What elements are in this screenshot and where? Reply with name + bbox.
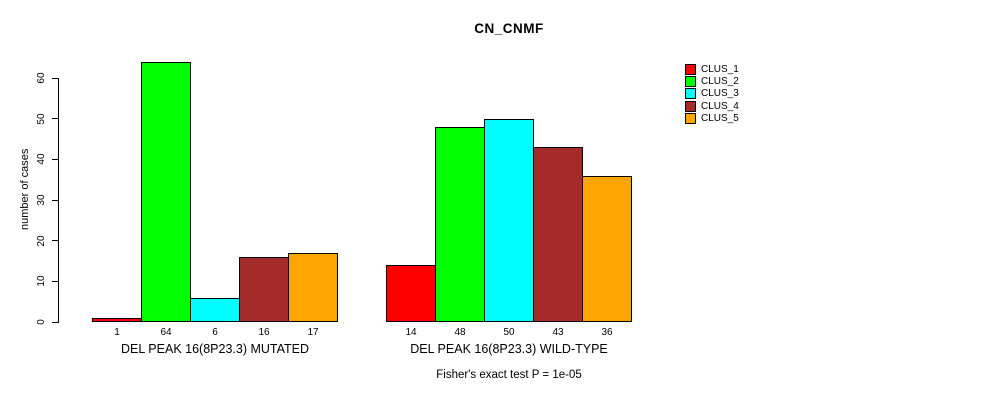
y-tick-50 — [52, 118, 58, 120]
legend-label-CLUS_2: CLUS_2 — [701, 76, 739, 88]
y-tick-10 — [52, 280, 58, 282]
bar-group0-CLUS_3 — [190, 298, 240, 322]
y-tick-label-50: 50 — [36, 113, 47, 125]
y-tick-label-10: 10 — [36, 275, 47, 287]
y-tick-30 — [52, 199, 58, 201]
caption-fishers-test: Fisher's exact test P = 1e-05 — [436, 369, 582, 381]
bar-value-group0-CLUS_1: 1 — [114, 327, 120, 338]
legend-item-CLUS_3: CLUS_3 — [685, 88, 739, 100]
legend-swatch-CLUS_5 — [685, 113, 696, 125]
y-tick-label-20: 20 — [36, 235, 47, 247]
y-tick-40 — [52, 158, 58, 160]
bar-value-group0-CLUS_5: 17 — [307, 327, 319, 338]
bar-group0-CLUS_2 — [141, 62, 191, 322]
bar-group1-CLUS_5 — [582, 176, 632, 322]
bar-value-group0-CLUS_4: 16 — [258, 327, 270, 338]
legend-label-CLUS_5: CLUS_5 — [701, 113, 739, 125]
chart-title: CN_CNMF — [474, 21, 544, 36]
bar-group0-CLUS_1 — [92, 318, 142, 322]
bar-group1-CLUS_1 — [386, 265, 436, 322]
bar-group1-CLUS_2 — [435, 127, 485, 322]
y-tick-label-30: 30 — [36, 194, 47, 206]
legend-label-CLUS_3: CLUS_3 — [701, 88, 739, 100]
group-label-mutated: DEL PEAK 16(8P23.3) MUTATED — [120, 342, 310, 356]
bar-group1-CLUS_3 — [484, 119, 534, 322]
legend: CLUS_1 CLUS_2 CLUS_3 CLUS_4 CLUS_5 — [685, 63, 739, 125]
legend-swatch-CLUS_2 — [685, 76, 696, 88]
legend-item-CLUS_1: CLUS_1 — [685, 63, 739, 75]
legend-swatch-CLUS_1 — [685, 63, 696, 75]
bar-group0-CLUS_5 — [288, 253, 338, 322]
bar-group1-CLUS_4 — [533, 147, 583, 322]
bar-value-group0-CLUS_2: 64 — [160, 327, 172, 338]
bar-value-group1-CLUS_1: 14 — [405, 327, 417, 338]
bar-value-group1-CLUS_2: 48 — [454, 327, 466, 338]
y-tick-0 — [52, 321, 58, 323]
bar-value-group0-CLUS_3: 6 — [212, 327, 218, 338]
y-axis-title: number of cases — [19, 148, 31, 230]
legend-swatch-CLUS_4 — [685, 100, 696, 112]
group-label-wild-type: DEL PEAK 16(8P23.3) WILD-TYPE — [410, 342, 608, 356]
bar-value-group1-CLUS_3: 50 — [503, 327, 515, 338]
bar-value-group1-CLUS_4: 43 — [552, 327, 564, 338]
y-tick-20 — [52, 240, 58, 242]
y-tick-label-40: 40 — [36, 153, 47, 165]
legend-label-CLUS_4: CLUS_4 — [701, 100, 739, 112]
y-axis-line — [58, 78, 59, 323]
bar-group0-CLUS_4 — [239, 257, 289, 322]
legend-item-CLUS_5: CLUS_5 — [685, 113, 739, 125]
y-tick-60 — [52, 77, 58, 79]
legend-swatch-CLUS_3 — [685, 88, 696, 100]
y-tick-label-60: 60 — [36, 72, 47, 84]
legend-item-CLUS_2: CLUS_2 — [685, 75, 739, 88]
bar-value-group1-CLUS_5: 36 — [601, 327, 613, 338]
legend-item-CLUS_4: CLUS_4 — [685, 100, 739, 112]
legend-label-CLUS_1: CLUS_1 — [701, 63, 739, 75]
y-tick-label-0: 0 — [36, 319, 47, 325]
